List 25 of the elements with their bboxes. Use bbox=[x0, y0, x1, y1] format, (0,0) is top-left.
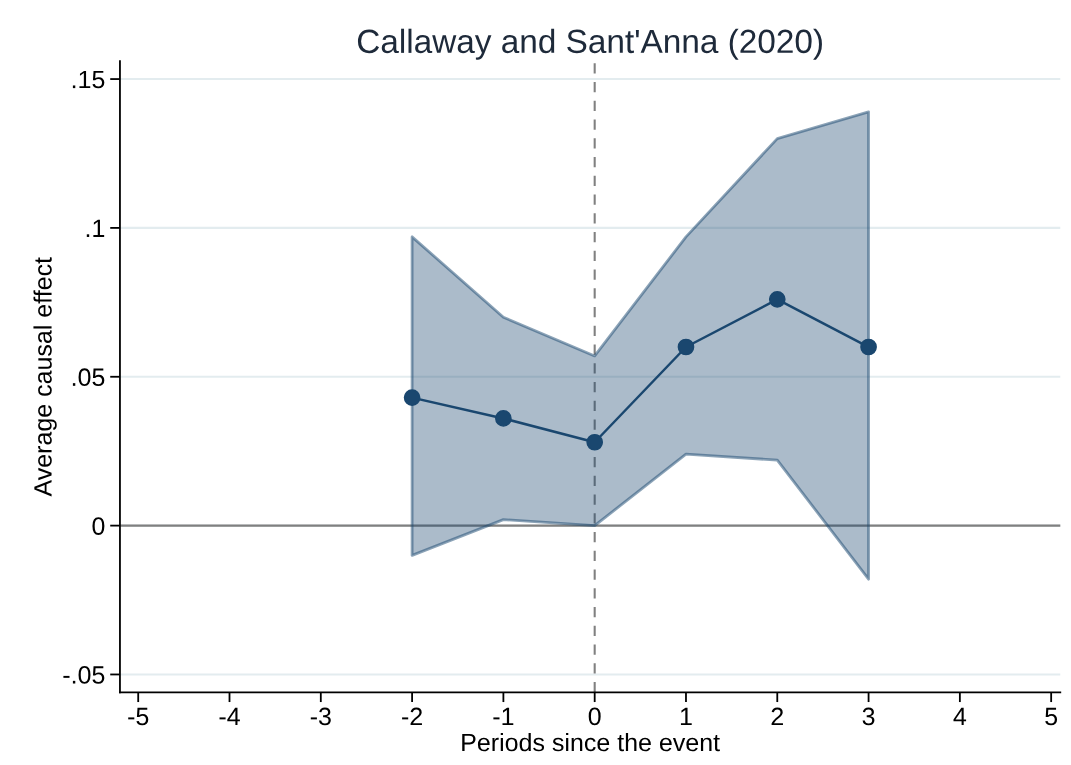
x-tick-label: -2 bbox=[402, 707, 422, 726]
chart-title: Callaway and Sant'Anna (2020) bbox=[357, 28, 822, 60]
x-tick-label: 2 bbox=[771, 707, 783, 726]
x-axis-title: Periods since the event bbox=[462, 732, 720, 752]
point bbox=[403, 389, 421, 406]
x-tick-label: 4 bbox=[953, 707, 967, 726]
y-tick-label: 0 bbox=[92, 517, 105, 535]
x-tick-label: 0 bbox=[588, 707, 601, 726]
x-tick-label: 5 bbox=[1045, 707, 1058, 726]
point bbox=[860, 338, 877, 356]
x-tick-label: -5 bbox=[128, 707, 149, 726]
y-tick-label: -.05 bbox=[63, 666, 105, 684]
x-tick-label: -1 bbox=[493, 707, 514, 726]
point bbox=[677, 338, 695, 356]
y-tick-label: .15 bbox=[72, 70, 105, 89]
x-tick-label: -3 bbox=[310, 707, 331, 726]
point bbox=[768, 291, 786, 308]
x-tick-label: -4 bbox=[219, 707, 240, 726]
point bbox=[586, 433, 604, 451]
y-tick-label: .05 bbox=[72, 368, 105, 387]
y-tick-label: .1 bbox=[86, 219, 105, 237]
x-tick-label: 1 bbox=[680, 707, 692, 726]
point bbox=[495, 410, 512, 427]
y-axis-title: Average causal effect bbox=[33, 257, 57, 497]
x-tick-label: 3 bbox=[862, 707, 875, 726]
